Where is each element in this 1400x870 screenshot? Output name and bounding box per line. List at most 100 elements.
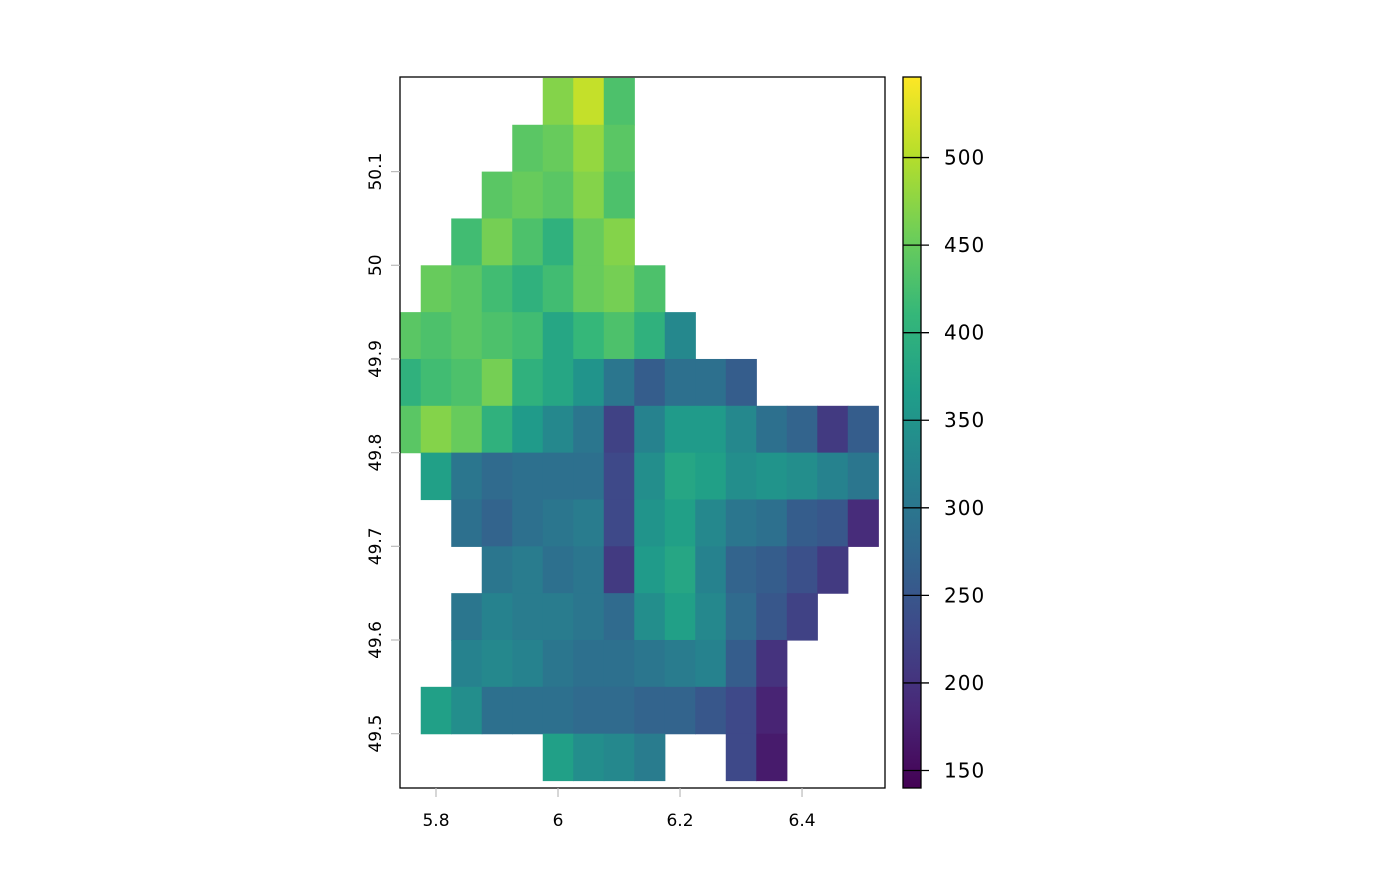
raster-cell — [756, 593, 788, 641]
raster-cell — [725, 452, 757, 501]
raster-cell — [573, 639, 605, 688]
raster-cell — [603, 686, 635, 735]
raster-cell — [695, 593, 727, 641]
raster-cell — [542, 733, 574, 782]
raster-cell — [634, 546, 666, 594]
raster-cell — [542, 452, 574, 501]
raster-cell — [695, 452, 727, 501]
raster-cell — [695, 546, 727, 594]
raster-cell — [847, 499, 879, 547]
raster-cell — [817, 452, 849, 501]
raster-cell — [603, 639, 635, 688]
raster-cell — [481, 593, 513, 641]
legend-tick-label: 200 — [944, 671, 985, 695]
legend-tick-label: 150 — [944, 758, 985, 782]
raster-cell — [603, 405, 635, 454]
raster-cell — [603, 171, 635, 220]
x-tick-label: 6.4 — [789, 811, 816, 831]
raster-cell — [481, 686, 513, 735]
legend-tick-label: 450 — [944, 233, 985, 257]
raster-cell — [695, 686, 727, 735]
legend-color-bar — [902, 76, 922, 789]
raster-cell — [481, 405, 513, 454]
raster-cell — [481, 452, 513, 501]
raster-cell — [573, 218, 605, 266]
raster-cell — [451, 405, 483, 454]
raster-cell — [725, 405, 757, 454]
raster-cell — [817, 499, 849, 547]
raster-cell — [634, 265, 666, 313]
legend-tick-label: 250 — [944, 583, 985, 607]
raster-cell — [603, 124, 635, 173]
raster-cell — [573, 686, 605, 735]
raster-cell — [634, 405, 666, 454]
plot-frame — [399, 76, 886, 789]
raster-cell — [634, 452, 666, 501]
raster-cell — [512, 171, 544, 220]
raster-cell — [573, 733, 605, 782]
raster-cell — [603, 265, 635, 313]
raster-cell — [481, 546, 513, 594]
raster-cell — [695, 358, 727, 407]
legend-tick-label: 300 — [944, 496, 985, 520]
raster-cell — [512, 639, 544, 688]
x-tick-label: 5.8 — [422, 811, 449, 831]
raster-cell — [725, 358, 757, 407]
raster-cell — [725, 639, 757, 688]
raster-cell — [786, 546, 818, 594]
raster-cell — [664, 358, 696, 407]
raster-cell — [756, 499, 788, 547]
raster-cell — [512, 499, 544, 547]
raster-cell — [573, 312, 605, 360]
raster-cell — [786, 405, 818, 454]
raster-cell — [400, 312, 422, 360]
raster-cell — [420, 686, 452, 735]
legend-tick-label: 350 — [944, 408, 985, 432]
raster-cell — [481, 639, 513, 688]
raster-cell — [542, 124, 574, 173]
y-axis: 49.5 49.6 49.7 49.8 49.9 50 50.1 — [366, 153, 400, 753]
raster-cell — [451, 686, 483, 735]
color-legend: 150 200 250 300 350 400 450 500 — [902, 76, 985, 789]
raster-cell — [573, 452, 605, 501]
raster-cell — [664, 499, 696, 547]
raster-cell — [573, 265, 605, 313]
raster-cell — [481, 171, 513, 220]
raster-cell — [786, 499, 818, 547]
raster-cell — [603, 312, 635, 360]
x-axis: 5.8 6 6.2 6.4 — [422, 788, 816, 831]
raster-cell — [481, 499, 513, 547]
raster-cell — [817, 546, 849, 594]
raster-cell — [451, 452, 483, 501]
raster-cell — [451, 593, 483, 641]
raster-cell — [542, 686, 574, 735]
raster-cell — [542, 218, 574, 266]
y-tick-label: 49.5 — [366, 715, 386, 753]
y-tick-label: 49.8 — [366, 434, 386, 472]
raster-cell — [542, 639, 574, 688]
raster-cell — [786, 452, 818, 501]
raster-cell — [725, 686, 757, 735]
y-tick-label: 50.1 — [366, 153, 386, 191]
raster-cell — [451, 358, 483, 407]
x-tick-label: 6.2 — [666, 811, 693, 831]
raster-cell — [512, 686, 544, 735]
raster-cell — [725, 499, 757, 547]
raster-cell — [400, 405, 422, 454]
raster-cell — [573, 124, 605, 173]
raster-cell — [725, 733, 757, 782]
raster-cell — [573, 405, 605, 454]
raster-cell — [451, 639, 483, 688]
raster-cell — [512, 218, 544, 266]
raster-cell — [573, 358, 605, 407]
raster-cell — [634, 593, 666, 641]
raster-cell — [756, 452, 788, 501]
raster-cell — [451, 312, 483, 360]
raster-cell — [512, 593, 544, 641]
raster-cell — [756, 686, 788, 735]
raster-cell — [634, 686, 666, 735]
legend-tick-label: 400 — [944, 321, 985, 345]
raster-cell — [481, 312, 513, 360]
raster-cell — [420, 452, 452, 501]
